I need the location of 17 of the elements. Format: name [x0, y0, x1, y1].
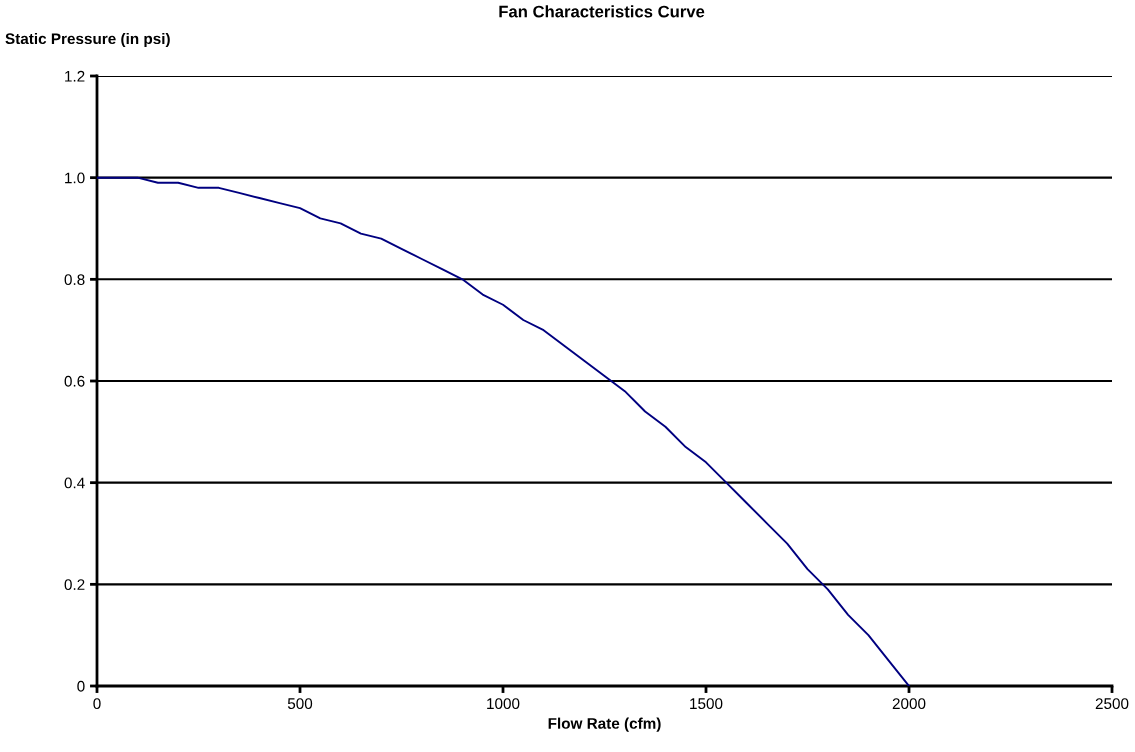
x-tick-label: 2000 [892, 698, 926, 710]
y-tick-label: 1.2 [65, 70, 85, 82]
x-tick-label: 500 [287, 698, 313, 710]
y-axis-title: Static Pressure (in psi) [5, 32, 170, 48]
y-tick-label: 0.4 [64, 477, 85, 489]
x-tick-label: 0 [93, 698, 101, 710]
y-tick-label: 0.8 [64, 274, 85, 286]
x-axis-title: Flow Rate (cfm) [548, 717, 661, 732]
line-series [97, 176, 910, 686]
x-tick-label: 2500 [1095, 698, 1129, 710]
y-tick-label: 0 [77, 680, 85, 692]
y-tick-label: 0.2 [64, 579, 85, 591]
x-tick-label: 1000 [487, 698, 520, 710]
y-tick-label: 0.6 [64, 375, 85, 387]
y-tick-label: 1.0 [65, 172, 85, 184]
x-tick-label: 1500 [690, 698, 723, 710]
chart-title: Fan Characteristics Curve [499, 5, 705, 18]
